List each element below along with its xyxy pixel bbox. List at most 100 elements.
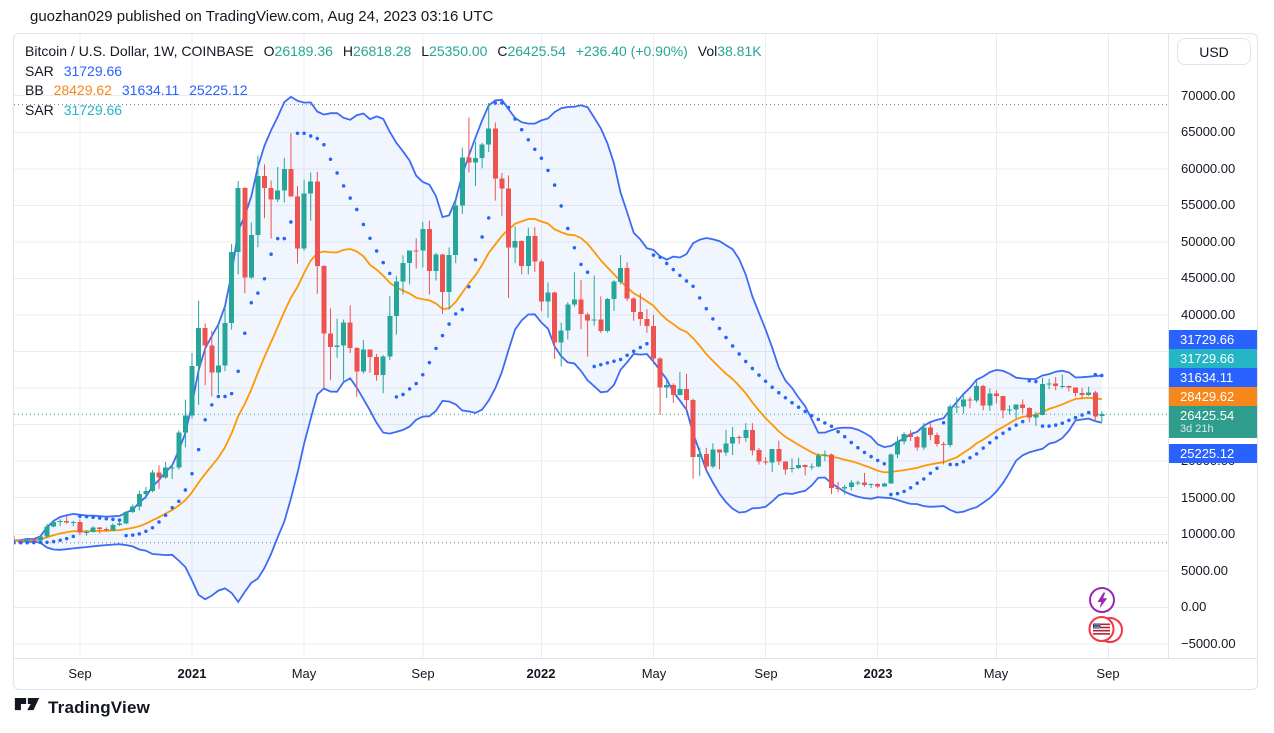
sar-dot: [144, 529, 148, 533]
candle-body: [466, 157, 472, 163]
currency-selector-button[interactable]: USD: [1177, 38, 1251, 65]
candle-body: [130, 506, 136, 512]
candle-body: [749, 429, 755, 451]
candle-body: [789, 468, 795, 470]
candle-body: [288, 168, 294, 197]
candle-body: [433, 254, 439, 272]
candle-body: [334, 345, 340, 347]
time-axis[interactable]: Sep 2021 May Sep 2022 May Sep 2023 May Sep: [14, 658, 1257, 689]
sar-dot: [335, 171, 339, 175]
candle-body: [941, 444, 947, 445]
sar-dot: [394, 395, 399, 399]
candle-body: [387, 316, 393, 357]
candle-body: [703, 453, 709, 467]
candle-body: [51, 522, 57, 527]
sar-dot: [14, 541, 16, 545]
candle-body: [881, 483, 887, 487]
price-chart[interactable]: [14, 34, 1168, 658]
candle-body: [802, 465, 808, 467]
candle-body: [136, 494, 142, 507]
time-tick-label: Sep: [754, 666, 778, 681]
bb-lower-line[interactable]: [14, 313, 1103, 604]
volume-label: Vol: [697, 43, 718, 59]
sar-dot: [783, 396, 788, 400]
sar-dot: [816, 417, 820, 422]
candle-body: [927, 427, 933, 436]
sar-dot: [546, 168, 550, 173]
sar-dot: [124, 533, 128, 538]
bb-upper-line[interactable]: [14, 95, 1102, 542]
us-flag-icon[interactable]: [1088, 616, 1123, 643]
sar-dot: [170, 506, 174, 510]
candle-body: [367, 349, 373, 358]
candle-body: [717, 449, 722, 453]
sar-dot: [341, 184, 346, 188]
sar-dot: [645, 342, 649, 346]
sar-dot: [757, 373, 761, 377]
bb-basis-line[interactable]: [14, 217, 1102, 542]
candle-body: [123, 512, 129, 524]
time-tick-label: May: [983, 666, 1009, 681]
candle-body: [215, 365, 221, 373]
lightning-icon[interactable]: [1089, 587, 1115, 613]
sar-dot: [315, 136, 319, 141]
sar-legend-row-2[interactable]: SAR 31729.66: [25, 101, 762, 121]
price-tick-label: 60000.00: [1181, 161, 1236, 176]
price-label-chip[interactable]: 31729.66: [1169, 330, 1257, 349]
price-label-chip[interactable]: 26425.54 3d 21h: [1169, 406, 1257, 438]
sar-legend-row-1[interactable]: SAR 31729.66: [25, 62, 762, 82]
bb-legend-row[interactable]: BB 28429.62 31634.11 25225.12: [25, 81, 762, 101]
sar-dot: [1007, 427, 1012, 431]
bb-name: BB: [25, 82, 44, 98]
candle-body: [934, 435, 940, 444]
sar-dot: [698, 296, 702, 300]
sar-dot: [632, 349, 636, 353]
price-label-chip[interactable]: 31634.11: [1169, 368, 1257, 387]
price-label-chip[interactable]: 28429.62: [1169, 387, 1257, 406]
price-axis[interactable]: 70000.00 65000.00 60000.00 55000.00 50000.00…: [1168, 34, 1257, 658]
candle-body: [604, 298, 610, 332]
sar-dot: [137, 532, 141, 536]
sar-dot: [282, 236, 286, 241]
sar-dot: [882, 462, 886, 466]
sar-dot: [968, 456, 972, 460]
candle-body: [393, 281, 399, 317]
candle-body: [545, 292, 551, 302]
sar-dot: [473, 258, 478, 262]
candle-body: [901, 433, 907, 442]
sar-dot: [493, 101, 497, 105]
sar-dot: [1100, 373, 1104, 378]
candle-body: [255, 176, 261, 235]
brand-row[interactable]: TradingView: [14, 697, 150, 718]
time-tick-label: Sep: [1096, 666, 1120, 681]
candle-body: [1053, 383, 1059, 386]
sar-dot: [374, 249, 379, 253]
candle-body: [229, 252, 235, 323]
candle-body: [532, 236, 538, 262]
candle-body: [670, 384, 676, 395]
sar-dot: [704, 307, 708, 311]
sar-dot: [526, 138, 530, 142]
sar-dot: [460, 307, 464, 312]
candle-body: [18, 540, 24, 542]
price-label-chip[interactable]: 31729.66: [1169, 349, 1257, 368]
sar-dot: [869, 454, 873, 459]
sar-dot: [104, 517, 109, 521]
candle-body: [90, 527, 96, 532]
sar-dot: [440, 333, 445, 338]
candle-body: [855, 482, 861, 484]
bb-fill: [14, 96, 1102, 602]
sar-dot: [84, 514, 89, 519]
sar-dot: [262, 277, 267, 281]
candle-body: [538, 261, 544, 302]
candle-body: [809, 466, 815, 468]
candle-body: [14, 539, 17, 541]
sar-dot: [1027, 379, 1031, 383]
candle-body: [637, 312, 643, 319]
candle-body: [308, 181, 314, 194]
candle-body: [960, 399, 966, 407]
bb-basis-value: 28429.62: [53, 82, 112, 98]
candle-body: [875, 484, 881, 487]
time-tick-label: May: [291, 666, 317, 681]
price-label-chip[interactable]: 25225.12: [1169, 444, 1257, 463]
